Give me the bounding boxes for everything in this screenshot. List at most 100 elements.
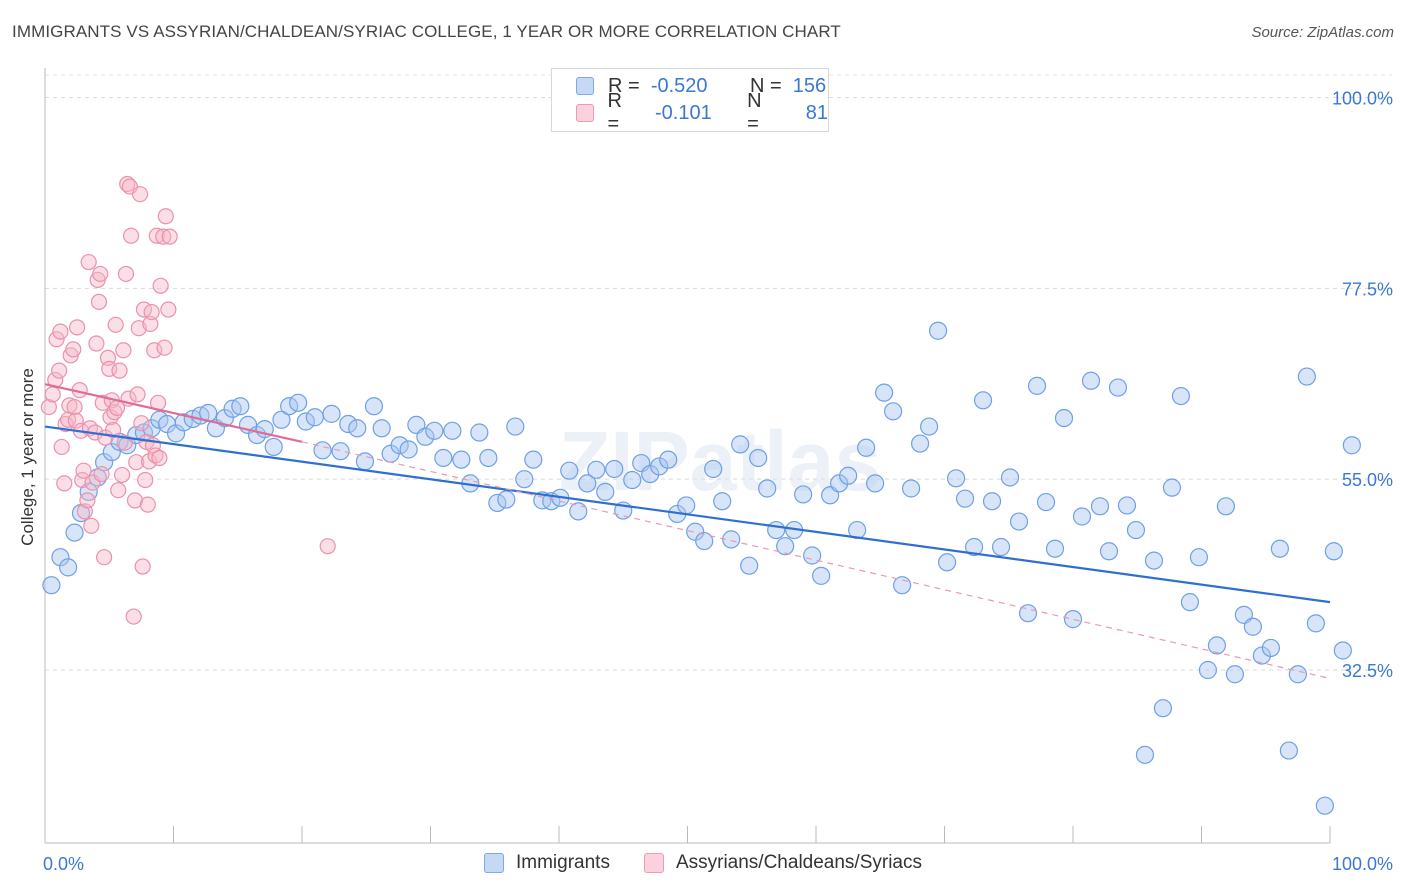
point-immigrants — [331, 442, 350, 461]
legend-swatch-blue — [483, 853, 504, 873]
point-immigrants — [794, 485, 813, 504]
point-immigrants — [901, 479, 921, 498]
point-immigrants — [749, 448, 768, 468]
trend-line-immigrants — [44, 425, 1331, 604]
point-immigrants — [578, 474, 597, 493]
point-immigrants — [1063, 610, 1083, 629]
point-assyrians — [133, 415, 150, 432]
point-assyrians — [122, 227, 140, 244]
point-immigrants — [65, 523, 84, 542]
point-immigrants — [364, 397, 384, 416]
y-tick-label: 100.0% — [1332, 89, 1393, 109]
point-immigrants — [1297, 367, 1316, 386]
point-immigrants — [767, 520, 786, 540]
series-assyrians — [40, 175, 336, 625]
point-immigrants — [470, 423, 489, 442]
series-legend: Immigrants Assyrians/Chaldeans/Syriacs — [0, 852, 1406, 874]
point-assyrians — [92, 265, 109, 283]
point-immigrants — [1324, 542, 1343, 561]
point-assyrians — [117, 265, 135, 283]
point-immigrants — [704, 459, 723, 479]
legend-row-immigrants: R = -0.520 N = 156 — [576, 73, 826, 99]
point-immigrants — [812, 566, 831, 585]
point-immigrants — [1270, 539, 1289, 558]
point-assyrians — [139, 496, 156, 513]
r-value: -0.101 — [655, 101, 712, 124]
point-immigrants — [443, 421, 462, 440]
point-immigrants — [372, 419, 391, 438]
point-immigrants — [875, 383, 894, 402]
point-assyrians — [137, 471, 154, 489]
point-immigrants — [1306, 614, 1325, 633]
point-assyrians — [93, 465, 110, 483]
point-assyrians — [113, 466, 131, 484]
point-immigrants — [758, 479, 777, 498]
legend-item-immigrants: Immigrants — [483, 852, 610, 874]
y-tick-label: 32.5% — [1342, 661, 1393, 681]
legend-row-assyrians: R = -0.101 N = 81 — [576, 90, 828, 135]
point-assyrians — [40, 398, 57, 416]
point-immigrants — [883, 402, 903, 421]
point-assyrians — [142, 315, 159, 333]
point-immigrants — [322, 404, 341, 423]
point-immigrants — [1117, 496, 1137, 515]
point-assyrians — [125, 608, 142, 625]
y-tick-labels: 32.5% 55.0% 77.5% 100.0% — [1332, 89, 1393, 682]
point-immigrants — [1315, 796, 1334, 815]
point-immigrants — [313, 441, 332, 460]
point-immigrants — [776, 537, 795, 556]
point-assyrians — [134, 558, 151, 575]
point-immigrants — [452, 450, 471, 469]
point-immigrants — [1009, 512, 1029, 531]
r-value: -0.520 — [650, 74, 708, 97]
point-assyrians — [160, 301, 177, 318]
point-immigrants — [506, 417, 525, 436]
point-immigrants — [695, 531, 714, 551]
point-immigrants — [215, 409, 234, 428]
point-immigrants — [731, 435, 750, 454]
n-label: N = — [747, 90, 762, 135]
axes — [44, 68, 1331, 844]
legend-item-assyrians: Assyrians/Chaldeans/Syriacs — [643, 852, 922, 874]
point-immigrants — [59, 558, 78, 577]
point-immigrants — [650, 457, 669, 476]
point-immigrants — [305, 408, 324, 427]
point-assyrians — [51, 362, 68, 379]
point-immigrants — [1000, 468, 1020, 487]
point-assyrians — [66, 398, 83, 416]
point-immigrants — [1342, 436, 1361, 455]
point-immigrants — [425, 421, 444, 440]
point-assyrians — [101, 360, 118, 378]
point-immigrants — [892, 576, 912, 595]
point-immigrants — [946, 469, 966, 488]
point-assyrians — [65, 341, 82, 358]
point-assyrians — [90, 293, 108, 311]
point-immigrants — [560, 461, 579, 480]
legend-label: Assyrians/Chaldeans/Syriacs — [675, 852, 922, 873]
point-immigrants — [1171, 386, 1191, 406]
point-immigrants — [1018, 604, 1038, 623]
point-immigrants — [1333, 641, 1352, 660]
point-assyrians — [88, 335, 105, 352]
point-assyrians — [75, 462, 92, 479]
point-assyrians — [146, 342, 163, 359]
point-immigrants — [740, 556, 759, 575]
point-immigrants — [1081, 371, 1101, 390]
point-assyrians — [56, 475, 73, 492]
grid-lines — [45, 74, 1392, 671]
point-immigrants — [524, 450, 543, 469]
point-immigrants — [677, 496, 696, 515]
point-immigrants — [296, 412, 315, 431]
point-immigrants — [937, 553, 957, 572]
point-assyrians — [83, 517, 100, 534]
point-immigrants — [928, 321, 948, 340]
trend-lines — [44, 383, 1331, 680]
point-immigrants — [955, 489, 975, 508]
point-assyrians — [129, 386, 146, 403]
point-assyrians — [119, 175, 136, 193]
point-immigrants — [390, 436, 409, 455]
point-immigrants — [982, 492, 1002, 511]
point-immigrants — [497, 490, 516, 509]
point-assyrians — [151, 449, 168, 467]
